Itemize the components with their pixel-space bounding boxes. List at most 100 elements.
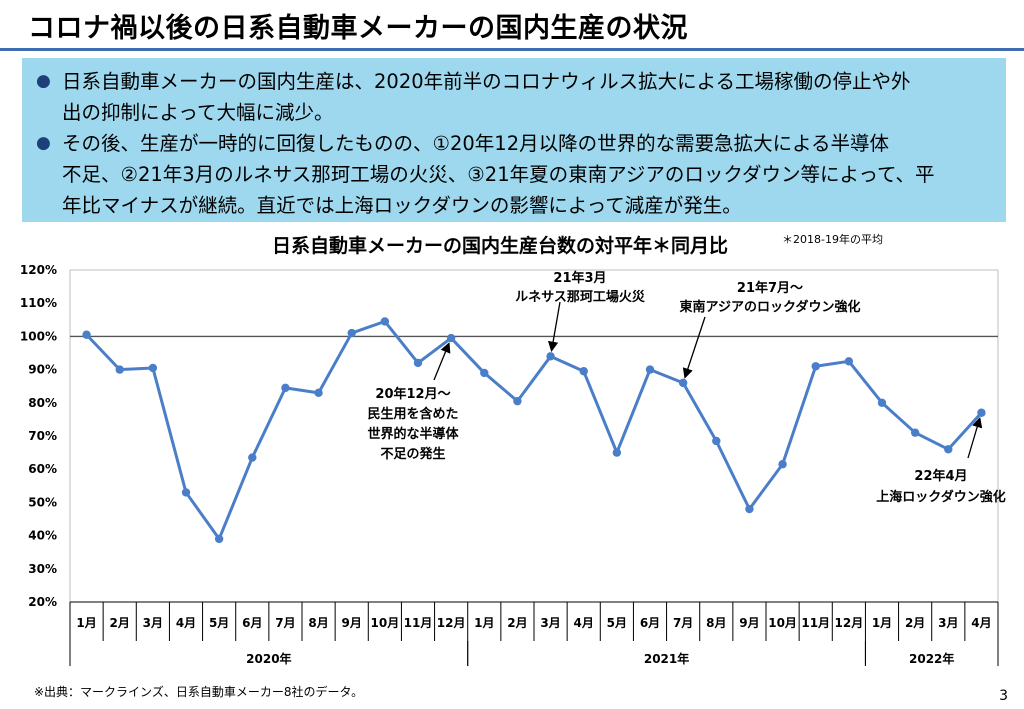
x-tick-label: 3月 [143, 616, 163, 630]
annotation-arrow [433, 342, 451, 381]
annotation-label: 20年12月～ [375, 386, 450, 402]
x-tick-label: 12月 [437, 616, 466, 630]
x-tick-label: 1月 [872, 616, 892, 630]
annotation-label: 22年4月 [914, 468, 967, 484]
x-tick-label: 4月 [971, 616, 991, 630]
y-tick-label: 60% [28, 462, 57, 476]
data-point [546, 352, 555, 361]
annotation-label: 世界的な半導体 [367, 426, 459, 442]
data-point [413, 358, 423, 368]
x-tick-label: 12月 [835, 616, 864, 630]
page-title: コロナ禍以後の日系自動車メーカーの国内生産の状況 [28, 13, 688, 44]
y-tick-label: 30% [28, 562, 57, 576]
x-tick-label: 9月 [739, 616, 759, 630]
x-tick-label: 7月 [275, 616, 295, 630]
summary-box: ● 日系自動車メーカーの国内生産は、2020年前半のコロナウィルス拡大による工場… [22, 58, 1006, 222]
y-tick-label: 100% [20, 329, 57, 343]
y-tick-label: 110% [20, 296, 57, 310]
data-point [480, 368, 489, 378]
x-tick-label: 1月 [76, 616, 96, 630]
bullet-item: ● 日系自動車メーカーの国内生産は、2020年前半のコロナウィルス拡大による工場… [36, 66, 992, 128]
x-tick-label: 5月 [209, 616, 229, 630]
data-point [314, 388, 323, 398]
year-label: 2021年 [644, 651, 689, 666]
plot-area [69, 269, 999, 603]
year-label: 2022年 [909, 651, 954, 666]
data-point [513, 396, 522, 406]
y-tick-label: 90% [28, 363, 57, 377]
data-point [778, 460, 787, 469]
line-chart: 日系自動車メーカーの国内生産台数の対平年＊同月比 ＊2018-19年の平均 20… [20, 232, 1006, 666]
y-tick-label: 80% [28, 396, 57, 410]
bullet-line: 不足、②21年3月のルネサス那珂工場の火災、③21年夏の東南アジアのロックダウン… [62, 163, 935, 186]
data-point [248, 453, 257, 462]
data-point [678, 378, 688, 388]
x-tick-label: 10月 [371, 616, 400, 630]
data-point [745, 504, 754, 514]
x-tick-label: 8月 [308, 616, 328, 630]
data-point [181, 488, 191, 497]
x-tick-label: 2月 [905, 616, 925, 630]
page-number: 3 [999, 688, 1008, 704]
annotation-label: 不足の発生 [380, 446, 445, 462]
title-divider [0, 48, 1024, 51]
chart-title-note: ＊2018-19年の平均 [782, 232, 883, 246]
annotation-label: ルネサス那珂工場火災 [515, 289, 646, 305]
x-tick-label: 3月 [938, 616, 958, 630]
x-tick-label: 6月 [640, 616, 660, 630]
annotation-label: 民生用を含めた [367, 406, 458, 422]
data-point [645, 365, 655, 374]
bullet-line: 日系自動車メーカーの国内生産は、2020年前半のコロナウィルス拡大による工場稼働… [62, 70, 911, 93]
bullet-line: その後、生産が一時的に回復したものの、①20年12月以降の世界的な需要急拡大によ… [62, 132, 890, 155]
y-tick-label: 20% [28, 595, 57, 609]
x-tick-label: 1月 [474, 616, 494, 630]
data-point [977, 408, 986, 417]
data-point [214, 534, 224, 544]
data-point [811, 362, 820, 371]
x-tick-label: 11月 [404, 616, 433, 630]
data-point [944, 445, 953, 454]
y-tick-label: 120% [20, 263, 57, 277]
annotation-label: 21年3月 [553, 270, 606, 286]
data-point [910, 428, 920, 437]
annotation-label: 上海ロックダウン強化 [876, 489, 1005, 505]
chart-title: 日系自動車メーカーの国内生産台数の対平年＊同月比 [272, 234, 728, 257]
annotation-arrow [682, 316, 706, 379]
x-tick-label: 7月 [673, 616, 693, 630]
annotation-label: 東南アジアのロックダウン強化 [680, 299, 861, 315]
data-point [82, 330, 91, 339]
y-tick-label: 40% [28, 529, 57, 543]
data-point [877, 398, 887, 407]
annotation-arrow [547, 301, 561, 352]
annotation-arrow [967, 416, 983, 459]
bullet-line: 年比マイナスが継続。直近では上海ロックダウンの影響によって減産が発生。 [62, 194, 742, 217]
x-tick-label: 8月 [706, 616, 726, 630]
x-tick-label: 3月 [540, 616, 560, 630]
data-point [844, 357, 854, 366]
series-line [85, 319, 983, 541]
data-point [380, 317, 390, 326]
data-point [712, 436, 721, 446]
y-tick-label: 50% [28, 495, 57, 509]
source-note: ※出典：マークラインズ、日系自動車メーカー8社のデータ。 [34, 685, 364, 699]
data-point [446, 333, 456, 343]
x-tick-label: 2月 [110, 616, 130, 630]
bullet-dot-icon: ● [36, 71, 51, 91]
y-tick-label: 70% [28, 429, 57, 443]
data-point [579, 367, 588, 376]
x-tick-label: 6月 [242, 616, 262, 630]
data-point [347, 328, 356, 338]
annotation-label: 21年7月～ [737, 280, 803, 296]
x-tick-label: 9月 [342, 616, 362, 630]
x-tick-label: 5月 [607, 616, 627, 630]
bullet-item: ● その後、生産が一時的に回復したものの、①20年12月以降の世界的な需要急拡大… [36, 128, 992, 221]
data-point [612, 448, 622, 457]
x-tick-label: 11月 [801, 616, 830, 630]
data-point [281, 383, 290, 393]
data-point [148, 363, 158, 373]
data-point [115, 365, 124, 374]
year-label: 2020年 [246, 651, 291, 666]
x-tick-label: 10月 [768, 616, 797, 630]
x-tick-label: 4月 [176, 616, 196, 630]
bullet-line: 出の抑制によって大幅に減少。 [62, 101, 334, 124]
